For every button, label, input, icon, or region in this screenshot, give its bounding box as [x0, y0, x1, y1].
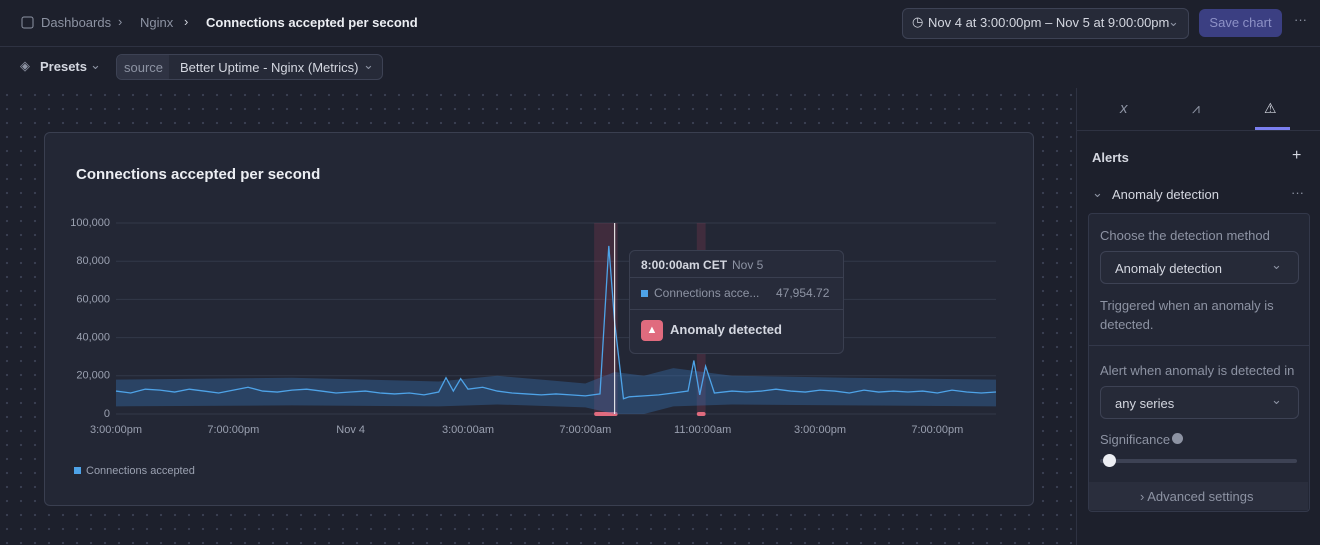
section-title[interactable]: Anomaly detection: [1112, 187, 1219, 202]
clock-icon: ◷: [912, 14, 924, 29]
tooltip-time: 8:00:00am CET: [641, 258, 728, 272]
tooltip-series: Connections acce...: [654, 286, 760, 300]
method-select[interactable]: [1100, 251, 1299, 284]
tooltip: 8:00:00am CET Nov 5 Connections acce... …: [629, 250, 844, 354]
expected-band: [116, 368, 996, 414]
chevron: ⌄: [1271, 392, 1282, 407]
time-range-text: Nov 4 at 3:00:00pm – Nov 5 at 9:00:00pm: [928, 15, 1170, 30]
label: Alert when anomaly is detected in: [1100, 363, 1295, 378]
legend-label: Connections accepted: [86, 465, 195, 477]
legend-swatch: [74, 467, 81, 474]
x-tick-label: 3:00:00pm: [794, 424, 846, 436]
presets[interactable]: Presets: [40, 59, 87, 74]
y-tick-label: 40,000: [76, 332, 110, 344]
x-tick-label: 3:00:00am: [442, 424, 494, 436]
y-tick-label: 20,000: [76, 370, 110, 382]
divider: [0, 46, 1320, 47]
advanced-settings[interactable]: › Advanced settings: [1140, 489, 1254, 504]
x-tick-label: 7:00:00am: [559, 424, 611, 436]
x-tick-label: 11:00:00am: [674, 424, 731, 436]
advanced-row[interactable]: [1089, 482, 1308, 510]
divider: [630, 277, 843, 278]
more[interactable]: ···: [1294, 12, 1307, 27]
chevron: ⌄: [363, 57, 374, 72]
tab-alerts[interactable]: ⚠: [1264, 100, 1277, 116]
y-tick-label: 80,000: [76, 255, 110, 267]
add-alert[interactable]: +: [1292, 147, 1302, 164]
breadcrumb[interactable]: Nginx: [140, 15, 174, 30]
tab-formula[interactable]: x: [1120, 100, 1128, 117]
tooltip-alert: Anomaly detected: [670, 322, 782, 337]
layers-icon: ◈: [20, 58, 30, 73]
x-tick-label: Nov 4: [336, 424, 365, 436]
chevron: ⌄: [90, 57, 101, 72]
y-tick-label: 0: [104, 408, 110, 420]
dashboard-icon: [21, 16, 34, 29]
chart: Connections accepted per second 0 20,000 4…: [70, 166, 997, 477]
label: Choose the detection method: [1100, 228, 1270, 243]
x-tick-label: 7:00:00pm: [911, 424, 963, 436]
y-tick-label: 100,000: [70, 217, 110, 229]
source-value: Better Uptime - Nginx (Metrics): [180, 60, 359, 75]
divider: [1089, 345, 1309, 346]
series-select[interactable]: [1100, 386, 1299, 419]
divider: [1076, 88, 1077, 545]
save-button[interactable]: Save chart: [1199, 9, 1282, 37]
anomaly-marker: [696, 412, 706, 416]
advanced-text: Advanced settings: [1147, 489, 1254, 504]
select-value: Anomaly detection: [1115, 261, 1222, 276]
help-text: Triggered when an anomaly is detected.: [1100, 298, 1274, 332]
time-range[interactable]: [902, 8, 1189, 39]
y-tick-label: 60,000: [76, 293, 110, 305]
slider-thumb[interactable]: [1103, 454, 1116, 467]
chevron: ⌄: [1092, 185, 1103, 200]
source-tag: [117, 55, 169, 79]
tab-chart[interactable]: ⩘: [1192, 100, 1200, 116]
tooltip-value: 47,954.72: [776, 286, 830, 300]
x-tick-label: 7:00:00pm: [207, 424, 259, 436]
tooltip-date: Nov 5: [732, 258, 764, 272]
series-line: [115, 245, 997, 400]
divider: [1076, 130, 1320, 131]
separator: ›: [184, 14, 189, 29]
chart-card: Connections accepted per second 0 20,000 4…: [44, 132, 1034, 506]
more[interactable]: ···: [1291, 185, 1304, 200]
info-icon: [1172, 433, 1183, 444]
x-tick-label: 3:00:00pm: [90, 424, 142, 436]
breadcrumb[interactable]: Dashboards: [41, 15, 112, 30]
separator: ›: [118, 14, 123, 29]
slider-track[interactable]: [1100, 459, 1297, 463]
breadcrumb: Connections accepted per second: [206, 15, 418, 30]
divider: [630, 309, 843, 310]
tooltip-swatch: [641, 290, 648, 297]
chevron: ⌄: [1168, 14, 1179, 29]
label: Significance: [1100, 432, 1171, 447]
chevron: ⌄: [1271, 257, 1282, 272]
select-value: any series: [1115, 396, 1175, 411]
active-tab: [1255, 127, 1290, 130]
alerts-heading: Alerts: [1092, 150, 1129, 165]
chart-title: Connections accepted per second: [76, 166, 320, 183]
anomaly-region: [594, 223, 618, 414]
warning-icon: ▲: [641, 320, 663, 341]
source-label: source: [124, 60, 164, 75]
anomaly-marker: [594, 412, 618, 416]
